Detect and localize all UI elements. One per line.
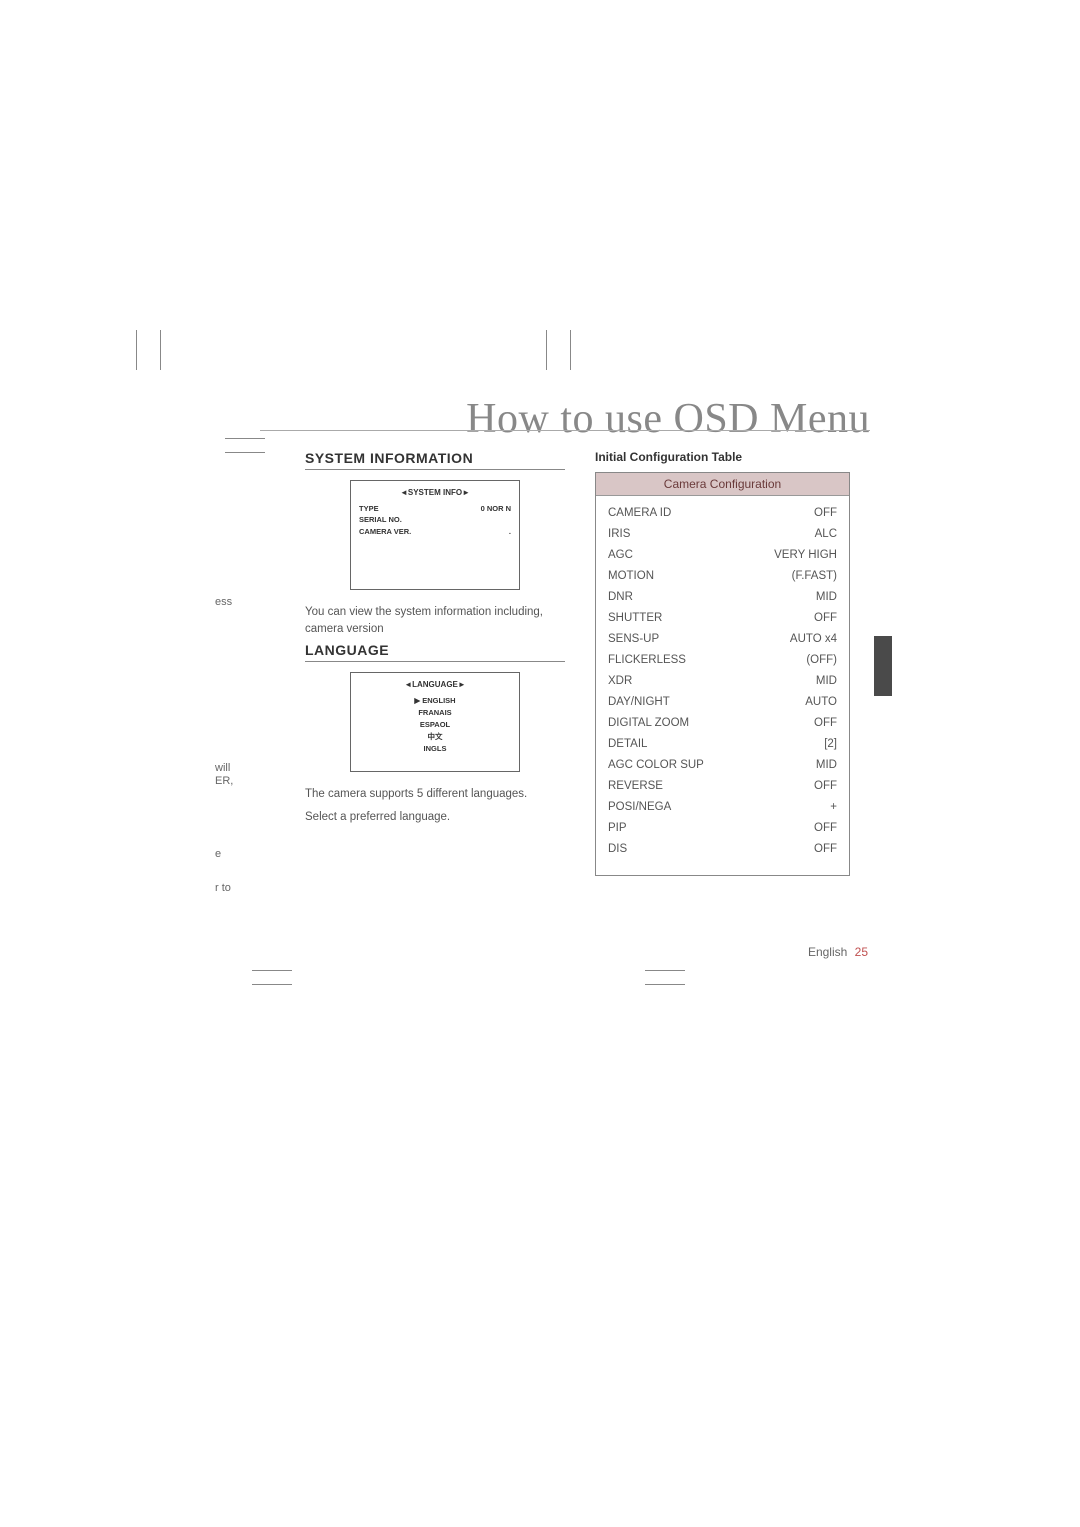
config-key: IRIS bbox=[608, 528, 630, 540]
crop-mark bbox=[225, 452, 265, 453]
config-key: DETAIL bbox=[608, 738, 647, 750]
fragment-text: ER, bbox=[215, 775, 233, 787]
language-section: LANGUAGE ◄LANGUAGE► ▶ ENGLISHFRANAISESPA… bbox=[305, 642, 565, 827]
config-key: SHUTTER bbox=[608, 612, 662, 624]
config-row: IRIS ALC bbox=[608, 523, 837, 544]
config-value: ALC bbox=[757, 528, 837, 540]
config-value: (F.FAST) bbox=[757, 570, 837, 582]
fragment-text: ess bbox=[215, 596, 232, 608]
config-value: + bbox=[757, 801, 837, 813]
config-key: DIGITAL ZOOM bbox=[608, 717, 689, 729]
osd-language-item: INGLS bbox=[359, 743, 511, 755]
crop-mark bbox=[546, 330, 547, 370]
config-row: POSI/NEGA + bbox=[608, 796, 837, 817]
config-row: AGC VERY HIGH bbox=[608, 544, 837, 565]
osd-language-item: FRANAIS bbox=[359, 707, 511, 719]
config-key: DIS bbox=[608, 843, 627, 855]
config-row: XDR MID bbox=[608, 670, 837, 691]
fragment-text: will bbox=[215, 762, 230, 774]
osd-row: TYPE0 NOR N bbox=[359, 503, 511, 514]
config-value: MID bbox=[757, 675, 837, 687]
crop-mark bbox=[645, 984, 685, 985]
config-key: CAMERA ID bbox=[608, 507, 671, 519]
osd-row: SERIAL NO. bbox=[359, 514, 511, 525]
footer-language: English bbox=[808, 945, 847, 959]
config-key: FLICKERLESS bbox=[608, 654, 686, 666]
config-key: DAY/NIGHT bbox=[608, 696, 670, 708]
config-value: (OFF) bbox=[757, 654, 837, 666]
config-row: PIP OFF bbox=[608, 817, 837, 838]
crop-mark bbox=[252, 970, 292, 971]
config-caption: Initial Configuration Table bbox=[595, 450, 855, 464]
config-key: MOTION bbox=[608, 570, 654, 582]
config-row: DETAIL [2] bbox=[608, 733, 837, 754]
config-row: DNR MID bbox=[608, 586, 837, 607]
crop-mark bbox=[570, 330, 571, 370]
config-key: DNR bbox=[608, 591, 633, 603]
config-value: AUTO x4 bbox=[757, 633, 837, 645]
crop-mark bbox=[225, 438, 265, 439]
osd-title: ◄LANGUAGE► bbox=[359, 679, 511, 691]
config-key: AGC bbox=[608, 549, 633, 561]
config-key: REVERSE bbox=[608, 780, 663, 792]
side-tab bbox=[874, 636, 892, 696]
crop-mark bbox=[645, 970, 685, 971]
config-value: VERY HIGH bbox=[757, 549, 837, 561]
config-row: REVERSE OFF bbox=[608, 775, 837, 796]
config-row: SENS-UP AUTO x4 bbox=[608, 628, 837, 649]
config-row: SHUTTER OFF bbox=[608, 607, 837, 628]
config-row: DIGITAL ZOOM OFF bbox=[608, 712, 837, 733]
config-value: OFF bbox=[757, 822, 837, 834]
config-value: OFF bbox=[757, 780, 837, 792]
config-row: MOTION (F.FAST) bbox=[608, 565, 837, 586]
config-section: Initial Configuration Table Camera Confi… bbox=[595, 450, 855, 876]
config-value: OFF bbox=[757, 717, 837, 729]
title-rule bbox=[260, 430, 870, 431]
config-table-header: Camera Configuration bbox=[596, 473, 849, 496]
osd-row: CAMERA VER.. bbox=[359, 526, 511, 537]
config-value: OFF bbox=[757, 612, 837, 624]
language-osd: ◄LANGUAGE► ▶ ENGLISHFRANAISESPAOL中文INGLS bbox=[350, 672, 520, 772]
config-row: AGC COLOR SUP MID bbox=[608, 754, 837, 775]
config-row: FLICKERLESS (OFF) bbox=[608, 649, 837, 670]
system-info-caption: You can view the system information incl… bbox=[305, 604, 565, 639]
config-value: [2] bbox=[757, 738, 837, 750]
system-info-heading: SYSTEM INFORMATION bbox=[305, 450, 565, 470]
fragment-text: r to bbox=[215, 882, 231, 894]
config-value: MID bbox=[757, 591, 837, 603]
osd-language-item: 中文 bbox=[359, 731, 511, 743]
crop-mark bbox=[252, 984, 292, 985]
language-caption-1: The camera supports 5 different language… bbox=[305, 786, 565, 803]
crop-mark bbox=[136, 330, 137, 370]
config-key: SENS-UP bbox=[608, 633, 659, 645]
page-footer: English 25 bbox=[808, 945, 868, 959]
osd-language-item: ESPAOL bbox=[359, 719, 511, 731]
config-value: MID bbox=[757, 759, 837, 771]
system-info-osd: ◄SYSTEM INFO► TYPE0 NOR NSERIAL NO.CAMER… bbox=[350, 480, 520, 590]
footer-page-number: 25 bbox=[855, 945, 868, 959]
page-title: How to use OSD Menu bbox=[466, 395, 870, 443]
crop-mark bbox=[160, 330, 161, 370]
osd-title: ◄SYSTEM INFO► bbox=[359, 487, 511, 499]
system-info-section: SYSTEM INFORMATION ◄SYSTEM INFO► TYPE0 N… bbox=[305, 450, 565, 639]
config-value: OFF bbox=[757, 843, 837, 855]
config-row: DIS OFF bbox=[608, 838, 837, 859]
config-table: Camera Configuration CAMERA ID OFF IRIS ALC… bbox=[595, 472, 850, 876]
config-key: PIP bbox=[608, 822, 627, 834]
config-value: AUTO bbox=[757, 696, 837, 708]
language-heading: LANGUAGE bbox=[305, 642, 565, 662]
config-row: CAMERA ID OFF bbox=[608, 502, 837, 523]
config-key: AGC COLOR SUP bbox=[608, 759, 704, 771]
osd-language-item: ▶ ENGLISH bbox=[359, 695, 511, 707]
config-value: OFF bbox=[757, 507, 837, 519]
fragment-text: e bbox=[215, 848, 221, 860]
language-caption-2: Select a preferred language. bbox=[305, 809, 565, 826]
config-row: DAY/NIGHT AUTO bbox=[608, 691, 837, 712]
config-key: POSI/NEGA bbox=[608, 801, 671, 813]
config-key: XDR bbox=[608, 675, 632, 687]
